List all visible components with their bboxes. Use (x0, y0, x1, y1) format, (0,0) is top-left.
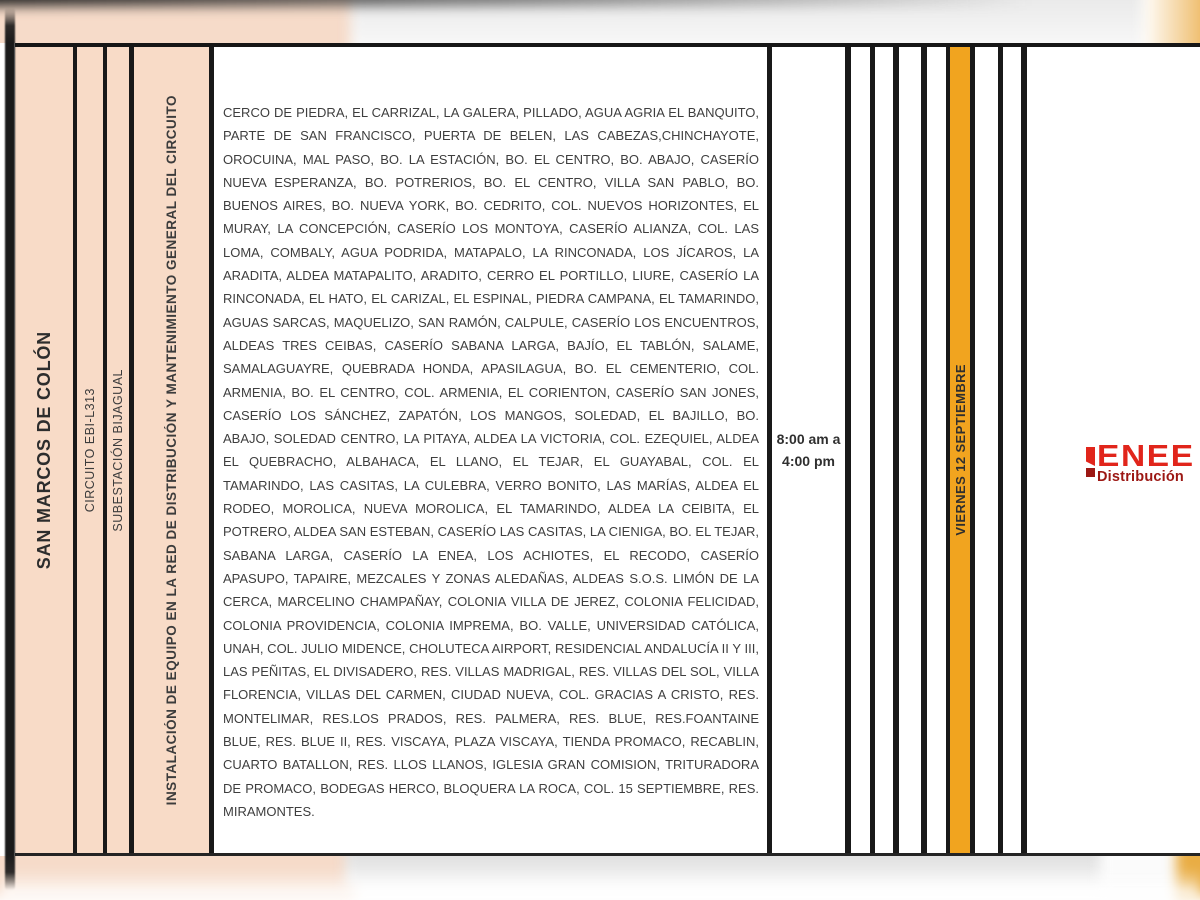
enee-mark-square (1086, 468, 1095, 477)
time-start: 8:00 am a (776, 431, 841, 447)
blur-edge-top (0, 0, 1200, 43)
blur-pink-top (0, 0, 375, 43)
substation-column: SUBESTACIÓN BIJAGUAL (107, 47, 134, 853)
blur-fade-bottom (0, 856, 1200, 900)
spacer-column (899, 47, 927, 853)
enee-logo-text: ENEE Distribución (1097, 440, 1193, 485)
enee-mark-bar (1086, 447, 1095, 466)
spacer-column (927, 47, 950, 853)
region-column: SAN MARCOS DE COLÓN (15, 47, 77, 853)
work-description-column: INSTALACIÓN DE EQUIPO EN LA RED DE DISTR… (134, 47, 214, 853)
affected-areas-column: CERCO DE PIEDRA, EL CARRIZAL, LA GALERA,… (214, 47, 772, 853)
blur-dark-top (0, 0, 1030, 6)
date-label: VIERNES 12 SEPTIEMBRE (952, 364, 968, 536)
work-description-label: INSTALACIÓN DE EQUIPO EN LA RED DE DISTR… (164, 94, 179, 806)
enee-division-name: Distribución (1097, 469, 1184, 485)
substation-label: SUBESTACIÓN BIJAGUAL (111, 368, 125, 532)
circuit-column: CIRCUITO EBI-L313 (77, 47, 107, 853)
circuit-label: CIRCUITO EBI-L313 (83, 387, 97, 513)
region-label: SAN MARCOS DE COLÓN (33, 330, 54, 570)
time-column: 8:00 am a 4:00 pm (772, 47, 851, 853)
enee-logo: ENEE Distribución (1086, 440, 1193, 485)
enee-mark-icon (1086, 447, 1095, 477)
spacer-column (851, 47, 875, 853)
time-end: 4:00 pm (782, 453, 835, 469)
spacer-column (975, 47, 1003, 853)
spacer-column (875, 47, 899, 853)
affected-areas-text: CERCO DE PIEDRA, EL CARRIZAL, LA GALERA,… (223, 105, 759, 819)
outage-table: SAN MARCOS DE COLÓN CIRCUITO EBI-L313 SU… (15, 43, 1200, 856)
enee-brand-name: ENEE (1097, 438, 1195, 473)
blur-grey-top (350, 0, 1160, 43)
table-left-rule (5, 8, 15, 890)
date-column: VIERNES 12 SEPTIEMBRE (950, 47, 975, 853)
blur-edge-bottom (0, 856, 1200, 900)
spacer-column (1003, 47, 1027, 853)
blur-orange-top (1142, 0, 1200, 43)
